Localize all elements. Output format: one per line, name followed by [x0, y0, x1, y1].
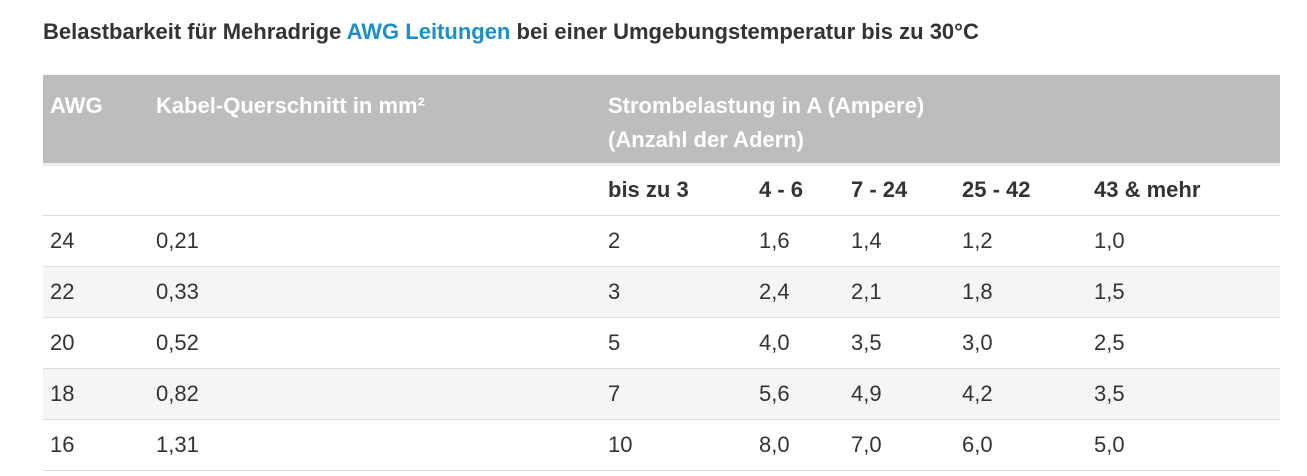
- cell-value: 6,0: [955, 419, 1087, 471]
- cell-awg: 22: [43, 266, 149, 318]
- cell-mm2: 0,33: [149, 266, 601, 318]
- cell-value: 3,5: [1087, 368, 1281, 420]
- cell-value: 10: [601, 419, 752, 471]
- table-subheader-row: bis zu 3 4 - 6 7 - 24 25 - 42 43 & mehr: [43, 166, 1281, 216]
- header-strombelastung: Strombelastung in A (Ampere) (Anzahl der…: [601, 75, 1280, 163]
- header-awg: AWG: [50, 93, 103, 118]
- cell-value: 4,0: [752, 317, 844, 369]
- cell-value: 1,8: [955, 266, 1087, 318]
- cell-value: 1,2: [955, 215, 1087, 267]
- table-row: 20 0,52 5 4,0 3,5 3,0 2,5: [43, 317, 1281, 369]
- table-heading: Belastbarkeit für Mehradrige AWG Leitung…: [43, 19, 979, 45]
- cell-value: 3: [601, 266, 752, 318]
- cell-mm2: 0,52: [149, 317, 601, 369]
- table-row: 18 0,82 7 5,6 4,9 4,2 3,5: [43, 368, 1281, 420]
- cell-value: 5: [601, 317, 752, 369]
- cell-value: 2,1: [844, 266, 955, 318]
- cell-value: 1,5: [1087, 266, 1281, 318]
- cell-value: 1,6: [752, 215, 844, 267]
- table-row: 16 1,31 10 8,0 7,0 6,0 5,0: [43, 419, 1281, 471]
- header-strombelastung-line2: (Anzahl der Adern): [608, 127, 804, 152]
- subheader-empty: [149, 166, 601, 216]
- subheader-cores: 7 - 24: [844, 166, 955, 216]
- awg-load-table: AWG Kabel-Querschnitt in mm² Strombelast…: [43, 75, 1281, 471]
- cell-value: 2: [601, 215, 752, 267]
- cell-value: 8,0: [752, 419, 844, 471]
- cell-awg: 20: [43, 317, 149, 369]
- cell-mm2: 0,21: [149, 215, 601, 267]
- cell-value: 1,0: [1087, 215, 1281, 267]
- cell-value: 7: [601, 368, 752, 420]
- cell-awg: 24: [43, 215, 149, 267]
- subheader-cores: 25 - 42: [955, 166, 1087, 216]
- cell-value: 2,5: [1087, 317, 1281, 369]
- cell-mm2: 0,82: [149, 368, 601, 420]
- table-row: 24 0,21 2 1,6 1,4 1,2 1,0: [43, 215, 1281, 267]
- table-header-row: AWG Kabel-Querschnitt in mm² Strombelast…: [43, 75, 1281, 163]
- cell-value: 5,0: [1087, 419, 1281, 471]
- awg-leitungen-link[interactable]: AWG Leitungen: [346, 19, 511, 44]
- cell-value: 7,0: [844, 419, 955, 471]
- cell-awg: 16: [43, 419, 149, 471]
- cell-value: 3,5: [844, 317, 955, 369]
- cell-value: 5,6: [752, 368, 844, 420]
- cell-value: 4,9: [844, 368, 955, 420]
- header-separator: [43, 163, 1281, 166]
- cell-value: 3,0: [955, 317, 1087, 369]
- cell-mm2: 1,31: [149, 419, 601, 471]
- subheader-cores: bis zu 3: [601, 166, 752, 216]
- subheader-empty: [43, 166, 149, 216]
- subheader-cores: 43 & mehr: [1087, 166, 1281, 216]
- table-row: 22 0,33 3 2,4 2,1 1,8 1,5: [43, 266, 1281, 318]
- header-querschnitt: Kabel-Querschnitt in mm²: [156, 93, 425, 118]
- heading-suffix: bei einer Umgebungstemperatur bis zu 30°…: [516, 19, 979, 44]
- cell-value: 1,4: [844, 215, 955, 267]
- subheader-cores: 4 - 6: [752, 166, 844, 216]
- cell-value: 2,4: [752, 266, 844, 318]
- cell-awg: 18: [43, 368, 149, 420]
- header-strombelastung-line1: Strombelastung in A (Ampere): [608, 93, 925, 118]
- cell-value: 4,2: [955, 368, 1087, 420]
- heading-prefix: Belastbarkeit für Mehradrige: [43, 19, 342, 44]
